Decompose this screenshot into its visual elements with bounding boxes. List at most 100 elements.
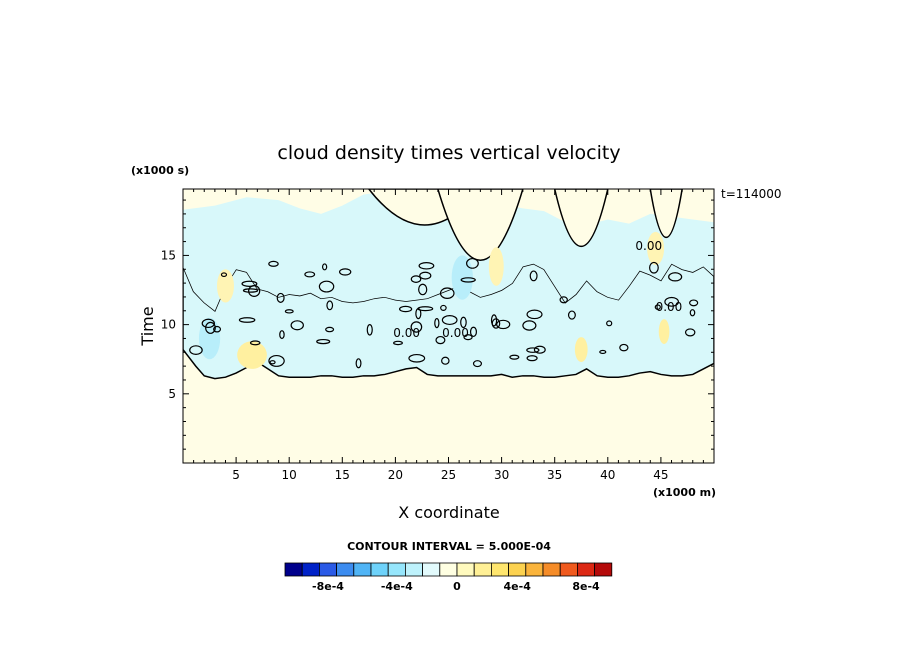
contour-loop bbox=[526, 347, 540, 353]
contour-label-2: 0.00 bbox=[635, 239, 662, 253]
contour-label-3: 0.00 bbox=[656, 300, 683, 314]
contour-label-1: 0.00 bbox=[442, 326, 469, 340]
colorbar-tick-label: -8e-4 bbox=[312, 580, 344, 593]
colorbar-swatch bbox=[456, 562, 475, 577]
y-unit-label: (x1000 s) bbox=[131, 164, 189, 177]
contour-loop bbox=[213, 325, 222, 333]
contour-loop bbox=[509, 354, 520, 360]
contour-loop bbox=[393, 340, 403, 346]
contour-loop bbox=[649, 261, 659, 274]
colorbar-swatch bbox=[284, 562, 303, 577]
x-tick-label: 10 bbox=[282, 468, 297, 482]
contour-loop bbox=[316, 338, 331, 345]
colorbar-swatch bbox=[542, 562, 561, 577]
contour-loop bbox=[599, 349, 607, 355]
upper-negative-region bbox=[183, 190, 714, 311]
contour-loop bbox=[490, 314, 498, 327]
colorbar-tick-label: 8e-4 bbox=[572, 580, 600, 593]
time-stamp: t=114000 bbox=[721, 187, 782, 201]
colorbar-swatch bbox=[387, 562, 406, 577]
contour-loop bbox=[326, 300, 334, 311]
contour-loop bbox=[668, 272, 683, 282]
contour-loop bbox=[338, 268, 352, 276]
anomaly-patch-5 bbox=[647, 231, 665, 266]
colorbar-swatch bbox=[508, 562, 527, 577]
contour-loop bbox=[664, 296, 680, 307]
contour-loop bbox=[529, 270, 538, 282]
contour-loop bbox=[290, 320, 304, 331]
contour-loop bbox=[268, 354, 285, 367]
colorbar-swatch bbox=[370, 562, 389, 577]
contour-loop bbox=[201, 318, 215, 329]
x-unit-label: (x1000 m) bbox=[653, 486, 716, 499]
colorbar-swatch bbox=[439, 562, 458, 577]
contour-loop bbox=[496, 319, 511, 330]
contour-loop bbox=[606, 320, 613, 327]
contour-loop bbox=[533, 345, 546, 354]
contour-loop bbox=[325, 326, 335, 333]
colorbar-swatch bbox=[336, 562, 355, 577]
y-tick-label: 10 bbox=[161, 318, 176, 332]
contour-loop bbox=[279, 330, 285, 340]
contour-loop bbox=[304, 271, 316, 278]
contour-loop bbox=[417, 306, 434, 312]
x-tick-label: 35 bbox=[547, 468, 562, 482]
x-tick-label: 20 bbox=[388, 468, 403, 482]
contour-loop bbox=[466, 257, 479, 269]
contour-loop bbox=[398, 305, 413, 313]
contour-loop bbox=[526, 355, 538, 362]
contour-loop bbox=[410, 275, 422, 283]
colorbar-tick-label: 4e-4 bbox=[504, 580, 532, 593]
contour-loop bbox=[355, 358, 362, 369]
positive-tongue-1 bbox=[437, 189, 524, 262]
x-tick-label: 5 bbox=[232, 468, 240, 482]
colorbar-tick-label: -4e-4 bbox=[381, 580, 413, 593]
colorbar-swatch bbox=[490, 562, 509, 577]
contour-loop bbox=[526, 309, 543, 320]
contour-loop bbox=[418, 283, 428, 296]
colorbar: -8e-4 -4e-4 0 4e-4 8e-4 bbox=[284, 562, 613, 593]
colorbar-swatch bbox=[353, 562, 372, 577]
positive-tongue-3 bbox=[649, 189, 683, 239]
x-tick-label: 25 bbox=[441, 468, 456, 482]
contour-loop bbox=[441, 356, 450, 365]
contour-loop bbox=[559, 296, 568, 304]
colorbar-swatch bbox=[577, 562, 596, 577]
x-tick-label: 45 bbox=[653, 468, 668, 482]
contour-loop bbox=[418, 261, 435, 270]
contour-loop bbox=[205, 321, 216, 334]
colorbar-swatch bbox=[473, 562, 492, 577]
chart-title: cloud density times vertical velocity bbox=[277, 142, 620, 164]
contour-loop bbox=[689, 309, 696, 317]
contour-loop bbox=[366, 323, 373, 336]
contour-loop bbox=[460, 277, 476, 283]
contour-loop bbox=[463, 334, 473, 341]
contour-loop bbox=[469, 326, 478, 338]
contour-loop bbox=[460, 316, 467, 329]
colorbar-swatch bbox=[594, 562, 613, 577]
contour-loop bbox=[654, 304, 661, 310]
x-tick-label: 15 bbox=[335, 468, 350, 482]
axes: 5 10 15 20 25 30 35 40 45 5 10 15 bbox=[161, 189, 714, 482]
contour-loop bbox=[441, 315, 458, 326]
contour-loop bbox=[318, 280, 335, 293]
contour-loop bbox=[238, 317, 256, 323]
contour-loop bbox=[419, 271, 432, 280]
colorbar-swatch bbox=[422, 562, 441, 577]
contour-loop bbox=[276, 292, 285, 303]
colorbar-swatch bbox=[404, 562, 423, 577]
anomaly-patch-7 bbox=[658, 319, 670, 344]
colorbar-tick-label: 0 bbox=[453, 580, 461, 593]
contour-loop bbox=[284, 309, 294, 314]
contour-loop bbox=[434, 317, 440, 329]
contour-loop bbox=[242, 288, 259, 293]
anomaly-patch-1 bbox=[216, 269, 234, 303]
colorbar-swatch bbox=[559, 562, 578, 577]
contour-label-0: 0.00 bbox=[393, 326, 420, 340]
contour-loop bbox=[472, 360, 483, 368]
anomaly-patch-3 bbox=[488, 247, 504, 286]
colorbar-swatch bbox=[301, 562, 320, 577]
anomaly-patch-0 bbox=[237, 341, 267, 369]
contour-loop bbox=[435, 335, 446, 345]
